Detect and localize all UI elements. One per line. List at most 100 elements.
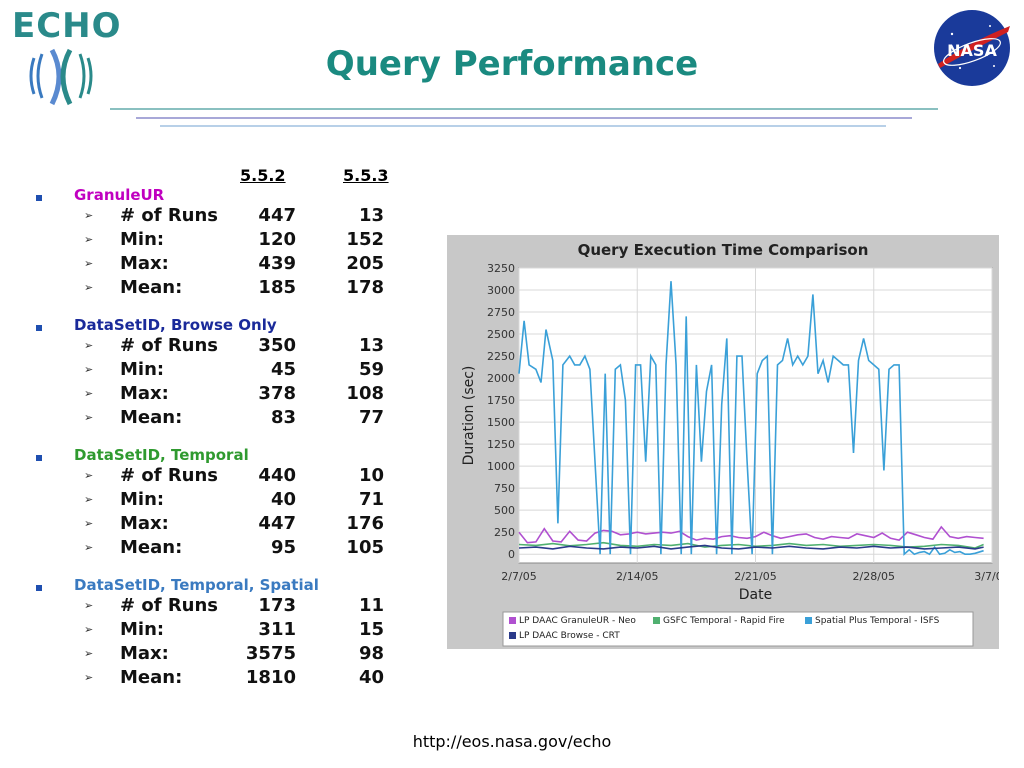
value-552: 378 <box>258 383 296 404</box>
nasa-logo-text: NASA <box>947 41 997 60</box>
arrow-bullet-icon: ➢ <box>84 257 94 270</box>
arrow-bullet-icon: ➢ <box>84 469 94 482</box>
arrow-bullet-icon: ➢ <box>84 209 94 222</box>
legend-swatch <box>805 617 812 624</box>
arrow-bullet-icon: ➢ <box>84 411 94 424</box>
value-553: 40 <box>358 667 384 688</box>
line-chart: Query Execution Time Comparison 0 250 500 75… <box>461 241 1010 647</box>
stat-label: Mean: <box>120 667 183 688</box>
stat-row: ➢ Max: 378 108 <box>84 383 424 407</box>
group-title: DataSetID, Temporal, Spatial <box>74 576 319 594</box>
arrow-bullet-icon: ➢ <box>84 541 94 554</box>
stat-label: Max: <box>120 513 169 534</box>
y-tick-label: 3250 <box>487 262 515 275</box>
stat-row: ➢ Min: 40 71 <box>84 489 424 513</box>
value-553: 13 <box>358 335 384 356</box>
value-552: 447 <box>258 205 296 226</box>
stat-row: ➢ Max: 447 176 <box>84 513 424 537</box>
group-title: GranuleUR <box>74 186 165 204</box>
chart-title: Query Execution Time Comparison <box>578 241 869 259</box>
stat-row: ➢ # of Runs 173 11 <box>84 595 424 619</box>
value-552: 83 <box>270 407 296 428</box>
stat-label: Mean: <box>120 537 183 558</box>
legend-swatch <box>509 617 516 624</box>
stat-row: ➢ Min: 311 15 <box>84 619 424 643</box>
bullet-icon <box>36 195 42 201</box>
value-552: 3575 <box>245 643 296 664</box>
value-553: 71 <box>358 489 384 510</box>
stat-row: ➢ # of Runs 447 13 <box>84 205 424 229</box>
stat-label: Mean: <box>120 277 183 298</box>
page-title: Query Performance <box>325 44 699 84</box>
echo-logo-text: ECHO <box>12 6 122 46</box>
y-tick-label: 500 <box>494 504 515 517</box>
stat-label: Mean: <box>120 407 183 428</box>
query-time-chart: Query Execution Time Comparison 0 250 500 75… <box>447 235 1010 649</box>
value-553: 15 <box>358 619 384 640</box>
y-tick-label: 0 <box>508 548 515 561</box>
bullet-icon <box>36 585 42 591</box>
value-552: 440 <box>258 465 296 486</box>
y-tick-label: 3000 <box>487 284 515 297</box>
stat-row: ➢ Mean: 1810 40 <box>84 667 424 691</box>
footer-url: http://eos.nasa.gov/echo <box>412 732 612 751</box>
value-552: 173 <box>258 595 296 616</box>
stat-row: ➢ # of Runs 440 10 <box>84 465 424 489</box>
value-553: 178 <box>346 277 384 298</box>
legend-box <box>502 611 974 647</box>
column-header-552: 5.5.2 <box>240 166 286 185</box>
arrow-bullet-icon: ➢ <box>84 363 94 376</box>
y-tick-label: 1000 <box>487 460 515 473</box>
value-552: 40 <box>270 489 296 510</box>
stat-label: Min: <box>120 489 165 510</box>
value-552: 95 <box>270 537 296 558</box>
legend-swatch <box>653 617 660 624</box>
arrow-bullet-icon: ➢ <box>84 387 94 400</box>
arrow-bullet-icon: ➢ <box>84 339 94 352</box>
arrow-bullet-icon: ➢ <box>84 493 94 506</box>
y-tick-label: 750 <box>494 482 515 495</box>
value-553: 77 <box>358 407 384 428</box>
legend-label: GSFC Temporal - Rapid Fire <box>663 616 785 626</box>
arrow-bullet-icon: ➢ <box>84 281 94 294</box>
echo-logo: ECHO <box>12 6 132 106</box>
y-tick-label: 1750 <box>487 394 515 407</box>
value-552: 350 <box>258 335 296 356</box>
stat-row: ➢ Mean: 185 178 <box>84 277 424 301</box>
value-553: 59 <box>358 359 384 380</box>
stat-label: Max: <box>120 643 169 664</box>
stat-label: # of Runs <box>120 465 219 486</box>
stat-row: ➢ Max: 439 205 <box>84 253 424 277</box>
arrow-bullet-icon: ➢ <box>84 599 94 612</box>
stat-label: Min: <box>120 619 165 640</box>
value-552: 45 <box>270 359 296 380</box>
stat-label: # of Runs <box>120 205 219 226</box>
echo-waves-icon <box>29 48 93 106</box>
stat-label: Min: <box>120 229 165 250</box>
value-552: 439 <box>258 253 296 274</box>
bullet-icon <box>36 455 42 461</box>
arrow-bullet-icon: ➢ <box>84 647 94 660</box>
value-553: 205 <box>346 253 384 274</box>
stat-row: ➢ Max: 3575 98 <box>84 643 424 667</box>
arrow-bullet-icon: ➢ <box>84 233 94 246</box>
stat-row: ➢ Mean: 95 105 <box>84 537 424 561</box>
legend-label: LP DAAC Browse - CRT <box>519 631 620 641</box>
value-553: 10 <box>358 465 384 486</box>
y-tick-label: 1500 <box>487 416 515 429</box>
y-axis-label: Duration (sec) <box>461 366 477 466</box>
value-553: 13 <box>358 205 384 226</box>
stat-label: # of Runs <box>120 595 219 616</box>
y-tick-label: 2000 <box>487 372 515 385</box>
stat-row: ➢ Min: 45 59 <box>84 359 424 383</box>
stat-row: ➢ Min: 120 152 <box>84 229 424 253</box>
legend-label: LP DAAC GranuleUR - Neo <box>519 616 636 626</box>
value-552: 185 <box>258 277 296 298</box>
x-tick-label: 2/21/05 <box>734 570 776 583</box>
legend-swatch <box>509 632 516 639</box>
value-553: 11 <box>358 595 384 616</box>
column-header-553: 5.5.3 <box>343 166 389 185</box>
x-tick-label: 2/7/05 <box>501 570 536 583</box>
x-axis-label: Date <box>739 587 772 603</box>
value-553: 105 <box>346 537 384 558</box>
